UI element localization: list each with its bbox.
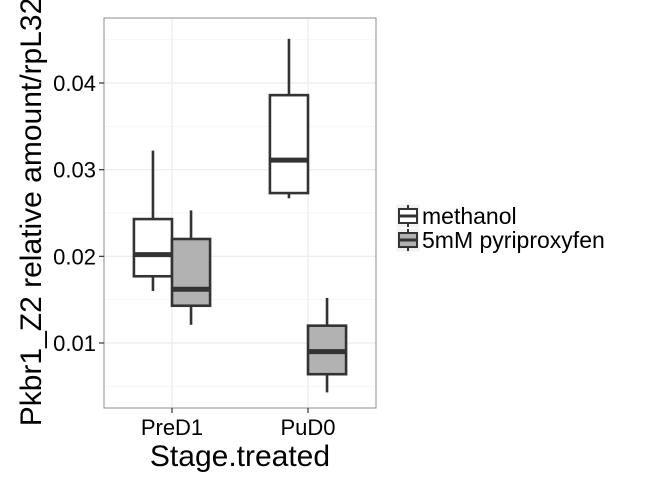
- y-axis-title: Pkbr1_Z2 relative amount/rpL32: [15, 0, 48, 426]
- box-5mM-pyriproxyfen-PuD0: [306, 297, 348, 393]
- x-tick-label: PreD1: [141, 415, 203, 440]
- plot-border: [103, 17, 377, 409]
- x-axis: PreD1 PuD0: [141, 408, 336, 440]
- box-5mM-pyriproxyfen-PreD1: [170, 210, 212, 325]
- box-methanol-PreD1: [132, 150, 174, 291]
- y-axis: 0.01 0.02 0.03 0.04: [53, 71, 104, 356]
- y-tick-label: 0.03: [53, 158, 96, 183]
- legend-item: methanol: [395, 203, 517, 229]
- box-body: [132, 217, 174, 278]
- plot-area: [103, 17, 377, 409]
- x-axis-title: Stage.treated: [150, 440, 330, 473]
- box-methanol-PuD0: [268, 38, 310, 199]
- y-tick-label: 0.02: [53, 244, 96, 269]
- y-tick-label: 0.01: [53, 331, 96, 356]
- x-tick-label: PuD0: [280, 415, 335, 440]
- legend-label: 5mM pyriproxyfen: [422, 227, 605, 253]
- legend-label: methanol: [422, 203, 517, 229]
- boxes: [132, 38, 348, 393]
- box-body: [268, 93, 310, 195]
- y-tick-label: 0.04: [53, 71, 96, 96]
- box-body: [170, 237, 212, 308]
- legend-item: 5mM pyriproxyfen: [395, 227, 605, 253]
